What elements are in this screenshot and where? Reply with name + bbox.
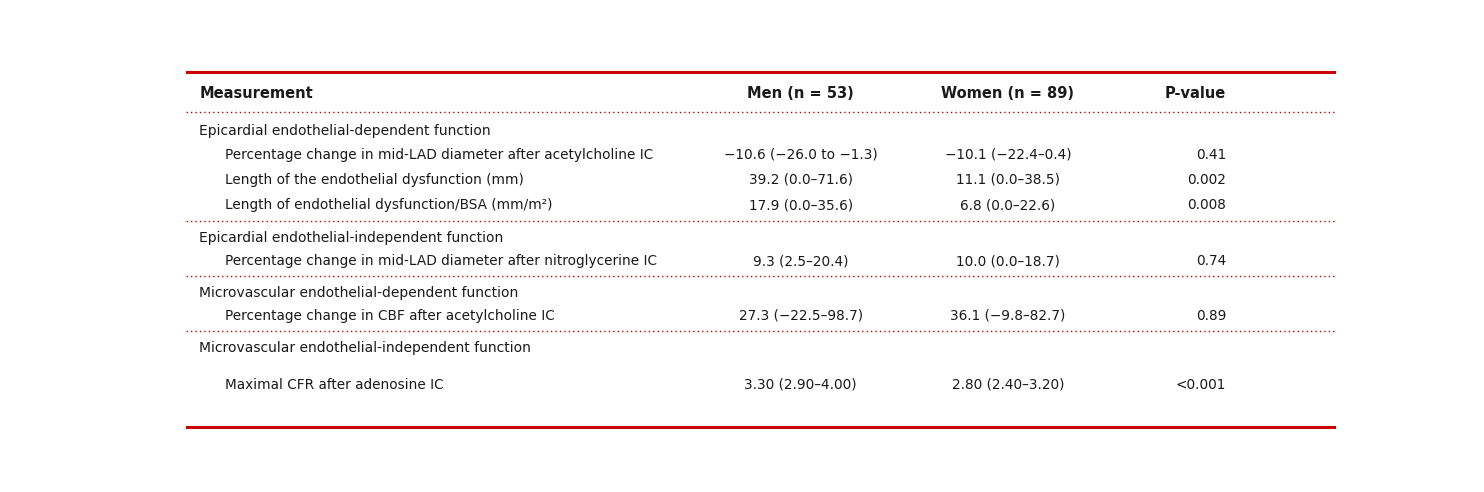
Text: Measurement: Measurement [199, 87, 313, 101]
Text: 36.1 (−9.8–82.7): 36.1 (−9.8–82.7) [950, 309, 1066, 323]
Text: Epicardial endothelial-independent function: Epicardial endothelial-independent funct… [199, 231, 503, 245]
Text: 9.3 (2.5–20.4): 9.3 (2.5–20.4) [752, 254, 849, 268]
Text: 0.002: 0.002 [1187, 173, 1226, 187]
Text: 10.0 (0.0–18.7): 10.0 (0.0–18.7) [956, 254, 1060, 268]
Text: −10.6 (−26.0 to −1.3): −10.6 (−26.0 to −1.3) [724, 148, 877, 161]
Text: 0.41: 0.41 [1196, 148, 1226, 161]
Text: Length of the endothelial dysfunction (mm): Length of the endothelial dysfunction (m… [224, 173, 524, 187]
Text: Microvascular endothelial-independent function: Microvascular endothelial-independent fu… [199, 341, 531, 355]
Text: <0.001: <0.001 [1175, 378, 1226, 392]
Text: 2.80 (2.40–3.20): 2.80 (2.40–3.20) [951, 378, 1064, 392]
Text: −10.1 (−22.4–0.4): −10.1 (−22.4–0.4) [944, 148, 1071, 161]
Text: Maximal CFR after adenosine IC: Maximal CFR after adenosine IC [224, 378, 444, 392]
Text: 6.8 (0.0–22.6): 6.8 (0.0–22.6) [960, 198, 1055, 212]
Text: Length of endothelial dysfunction/BSA (mm/m²): Length of endothelial dysfunction/BSA (m… [224, 198, 552, 212]
Text: 0.74: 0.74 [1196, 254, 1226, 268]
Text: 27.3 (−22.5–98.7): 27.3 (−22.5–98.7) [739, 309, 862, 323]
Text: 39.2 (0.0–71.6): 39.2 (0.0–71.6) [749, 173, 853, 187]
Text: 11.1 (0.0–38.5): 11.1 (0.0–38.5) [956, 173, 1060, 187]
Text: Percentage change in mid-LAD diameter after nitroglycerine IC: Percentage change in mid-LAD diameter af… [224, 254, 656, 268]
Text: P-value: P-value [1165, 87, 1226, 101]
Text: 3.30 (2.90–4.00): 3.30 (2.90–4.00) [745, 378, 858, 392]
Text: 0.89: 0.89 [1196, 309, 1226, 323]
Text: Microvascular endothelial-dependent function: Microvascular endothelial-dependent func… [199, 286, 518, 300]
Text: Epicardial endothelial-dependent function: Epicardial endothelial-dependent functio… [199, 124, 491, 138]
Text: Women (n = 89): Women (n = 89) [941, 87, 1074, 101]
Text: Men (n = 53): Men (n = 53) [748, 87, 855, 101]
Text: Percentage change in mid-LAD diameter after acetylcholine IC: Percentage change in mid-LAD diameter af… [224, 148, 653, 161]
Text: 0.008: 0.008 [1187, 198, 1226, 212]
Text: Percentage change in CBF after acetylcholine IC: Percentage change in CBF after acetylcho… [224, 309, 555, 323]
Text: 17.9 (0.0–35.6): 17.9 (0.0–35.6) [749, 198, 853, 212]
